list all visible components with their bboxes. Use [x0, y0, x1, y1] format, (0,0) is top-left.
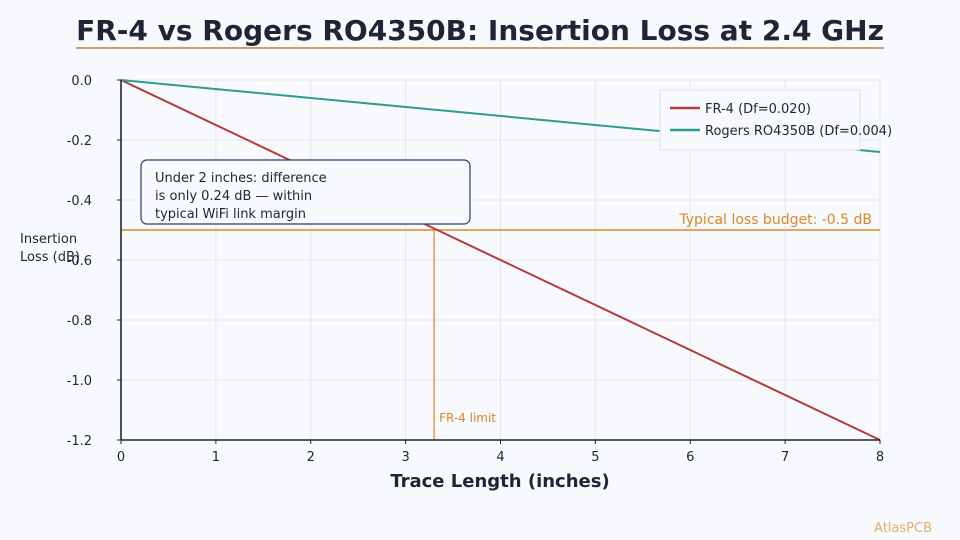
annotation-line-3: typical WiFi link margin — [155, 207, 306, 222]
x-tick-label: 5 — [591, 450, 599, 465]
series-line-fr4 — [120, 79, 881, 441]
annotation-line-1: Under 2 inches: difference — [155, 171, 327, 186]
x-tick-label: 8 — [876, 450, 884, 465]
x-tick-label: 1 — [212, 450, 220, 465]
legend-label: FR-4 (Df=0.020) — [705, 102, 811, 117]
fr4-limit-label: FR-4 limit — [439, 411, 496, 425]
annotation-line-2: is only 0.24 dB — within — [155, 189, 312, 204]
x-tick-label: 2 — [307, 450, 315, 465]
legend-box — [659, 89, 861, 151]
x-tick-label: 0 — [117, 450, 125, 465]
watermark: AtlasPCB — [874, 521, 932, 536]
x-tick-label: 7 — [781, 450, 789, 465]
y-tick-label: -1.2 — [67, 434, 92, 449]
y-tick-label: 0.0 — [71, 74, 92, 89]
x-tick-label: 3 — [401, 450, 409, 465]
legend-label: Rogers RO4350B (Df=0.004) — [705, 124, 892, 139]
chart-title: FR-4 vs Rogers RO4350B: Insertion Loss a… — [76, 14, 884, 47]
y-tick-label: -0.8 — [67, 314, 92, 329]
reference-lines: Typical loss budget: -0.5 dB FR-4 limit — [121, 212, 880, 440]
x-tick-label: 6 — [686, 450, 694, 465]
y-tick-label: -0.6 — [67, 254, 92, 269]
x-axis-title: Trace Length (inches) — [390, 471, 609, 492]
legend: FR-4 (Df=0.020) Rogers RO4350B (Df=0.004) — [659, 89, 892, 151]
y-tick-label: -0.2 — [67, 134, 92, 149]
y-axis-title-line-2: Loss (dB) — [20, 250, 80, 265]
loss-budget-label: Typical loss budget: -0.5 dB — [678, 212, 872, 228]
y-tick-label: -1.0 — [67, 374, 92, 389]
y-tick-label: -0.4 — [67, 194, 92, 209]
annotation-box: Under 2 inches: difference is only 0.24 … — [140, 159, 471, 225]
x-tick-label: 4 — [496, 450, 504, 465]
y-axis-title-line-1: Insertion — [20, 232, 77, 247]
tick-labels: 0 1 2 3 4 5 6 7 8 0.0 -0.2 -0.4 -0.6 -0.8 -1.0 -1.2 — [67, 74, 885, 465]
y-axis-title: Insertion Loss (dB) — [20, 232, 80, 265]
